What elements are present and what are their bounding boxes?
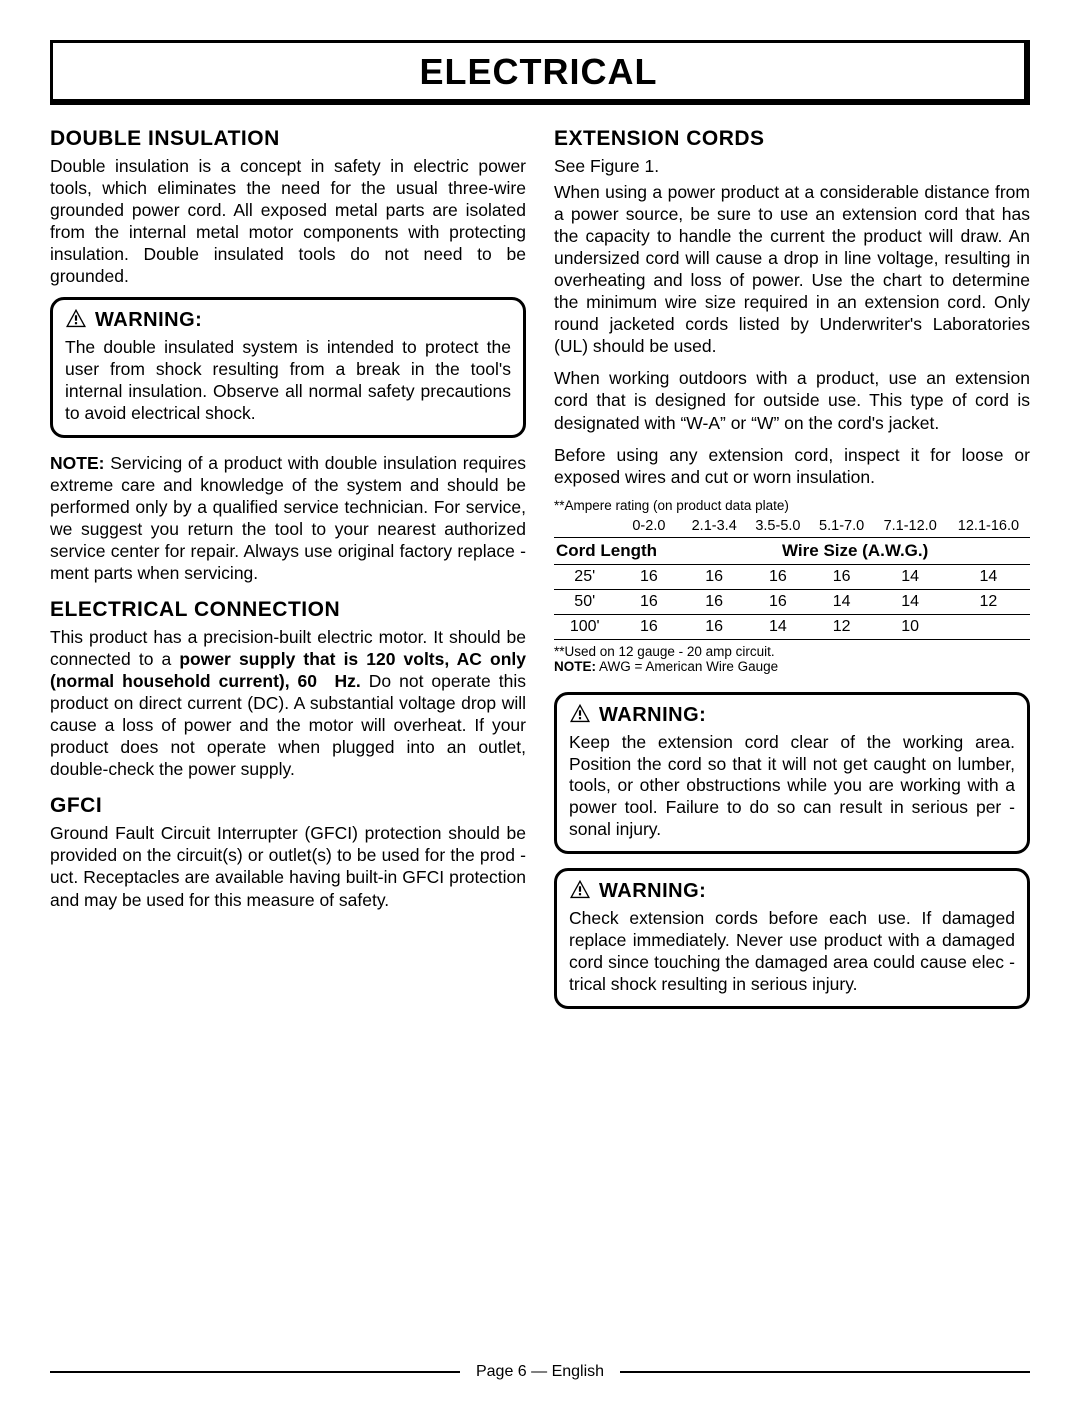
amp-col: 3.5-5.0 [746, 515, 810, 538]
warning-body: Keep the extension cord clear of the wor… [569, 732, 1015, 841]
note-body: Servicing of a product with double insul… [50, 453, 526, 583]
cell: 16 [746, 589, 810, 614]
table-row: 25' 16 16 16 16 14 14 [554, 564, 1030, 589]
cell: 14 [947, 564, 1030, 589]
warning-body: The double insulated system is intended … [65, 337, 511, 425]
para-ext-1: When using a power product at a consider… [554, 181, 1030, 357]
cell: 12 [947, 589, 1030, 614]
table-caption: **Ampere rating (on product data plate) [554, 498, 1030, 513]
table-footnote-2: NOTE: AWG = American Wire Gauge [554, 659, 1030, 674]
hdr-wire-size: Wire Size (A.W.G.) [682, 537, 1030, 564]
para-electrical-connection: This product has a precision-built elect… [50, 626, 526, 780]
table-row: 0-2.0 2.1-3.4 3.5-5.0 5.1-7.0 7.1-12.0 1… [554, 515, 1030, 538]
warning-header: WARNING: [569, 703, 1015, 728]
table-row: Cord Length Wire Size (A.W.G.) [554, 537, 1030, 564]
heading-electrical-connection: ELECTRICAL CONNECTION [50, 598, 526, 622]
cell-len: 25' [554, 564, 615, 589]
cell: 16 [615, 564, 682, 589]
cell: 12 [810, 614, 874, 639]
cell: 14 [746, 614, 810, 639]
warning-box-3: WARNING: Check extension cords before ea… [554, 868, 1030, 1009]
amp-col: 0-2.0 [615, 515, 682, 538]
note-body: AWG = American Wire Gauge [596, 659, 778, 674]
note-label: NOTE: [554, 659, 596, 674]
note-label: NOTE: [50, 453, 104, 473]
warning-body: Check extension cords before each use. I… [569, 908, 1015, 996]
section-title: ELECTRICAL [53, 51, 1024, 93]
warning-label: WARNING: [599, 880, 706, 903]
para-double-insulation: Double insulation is a concept in safety… [50, 155, 526, 287]
section-title-frame: ELECTRICAL [50, 40, 1030, 105]
cell: 10 [873, 614, 946, 639]
page-number: Page 6 — English [476, 1363, 604, 1381]
table-footnote-1: **Used on 12 gauge - 20 amp circuit. [554, 644, 1030, 659]
cell: 14 [810, 589, 874, 614]
page-footer: Page 6 — English [50, 1363, 1030, 1381]
cell-len: 50' [554, 589, 615, 614]
amp-col: 2.1-3.4 [682, 515, 746, 538]
amp-col: 5.1-7.0 [810, 515, 874, 538]
two-column-layout: DOUBLE INSULATION Double insulation is a… [50, 127, 1030, 1023]
table-row: 100' 16 16 14 12 10 [554, 614, 1030, 639]
amp-col: 7.1-12.0 [873, 515, 946, 538]
heading-gfci: GFCI [50, 794, 526, 818]
cell: 14 [873, 564, 946, 589]
warning-icon [569, 703, 591, 728]
footer-rule-right [620, 1371, 1030, 1373]
heading-extension-cords: EXTENSION CORDS [554, 127, 1030, 151]
cell: 16 [810, 564, 874, 589]
warning-icon [65, 308, 87, 333]
warning-label: WARNING: [95, 309, 202, 332]
see-figure-ref: See Figure 1. [554, 155, 1030, 177]
warning-icon [569, 879, 591, 904]
wire-gauge-table: 0-2.0 2.1-3.4 3.5-5.0 5.1-7.0 7.1-12.0 1… [554, 515, 1030, 640]
left-column: DOUBLE INSULATION Double insulation is a… [50, 127, 526, 1023]
warning-header: WARNING: [569, 879, 1015, 904]
page: ELECTRICAL DOUBLE INSULATION Double insu… [0, 0, 1080, 1411]
warning-box-1: WARNING: The double insulated system is … [50, 297, 526, 438]
amp-col: 12.1-16.0 [947, 515, 1030, 538]
cell-len: 100' [554, 614, 615, 639]
para-ext-2: When working outdoors with a product, us… [554, 367, 1030, 433]
para-service-note: NOTE: Servicing of a product with double… [50, 452, 526, 584]
footer-rule-left [50, 1371, 460, 1373]
cell: 16 [615, 614, 682, 639]
cell: 16 [746, 564, 810, 589]
cell: 16 [682, 614, 746, 639]
warning-header: WARNING: [65, 308, 511, 333]
table-row: 50' 16 16 16 14 14 12 [554, 589, 1030, 614]
hdr-cord-length: Cord Length [554, 537, 682, 564]
warning-box-2: WARNING: Keep the extension cord clear o… [554, 692, 1030, 854]
cell: 16 [682, 589, 746, 614]
para-gfci: Ground Fault Circuit Interrupter (GFCI) … [50, 822, 526, 910]
heading-double-insulation: DOUBLE INSULATION [50, 127, 526, 151]
warning-label: WARNING: [599, 704, 706, 727]
para-ext-3: Before using any extension cord, inspect… [554, 444, 1030, 488]
cell: 16 [615, 589, 682, 614]
cell: 16 [682, 564, 746, 589]
cell [947, 614, 1030, 639]
cell: 14 [873, 589, 946, 614]
right-column: EXTENSION CORDS See Figure 1. When using… [554, 127, 1030, 1023]
